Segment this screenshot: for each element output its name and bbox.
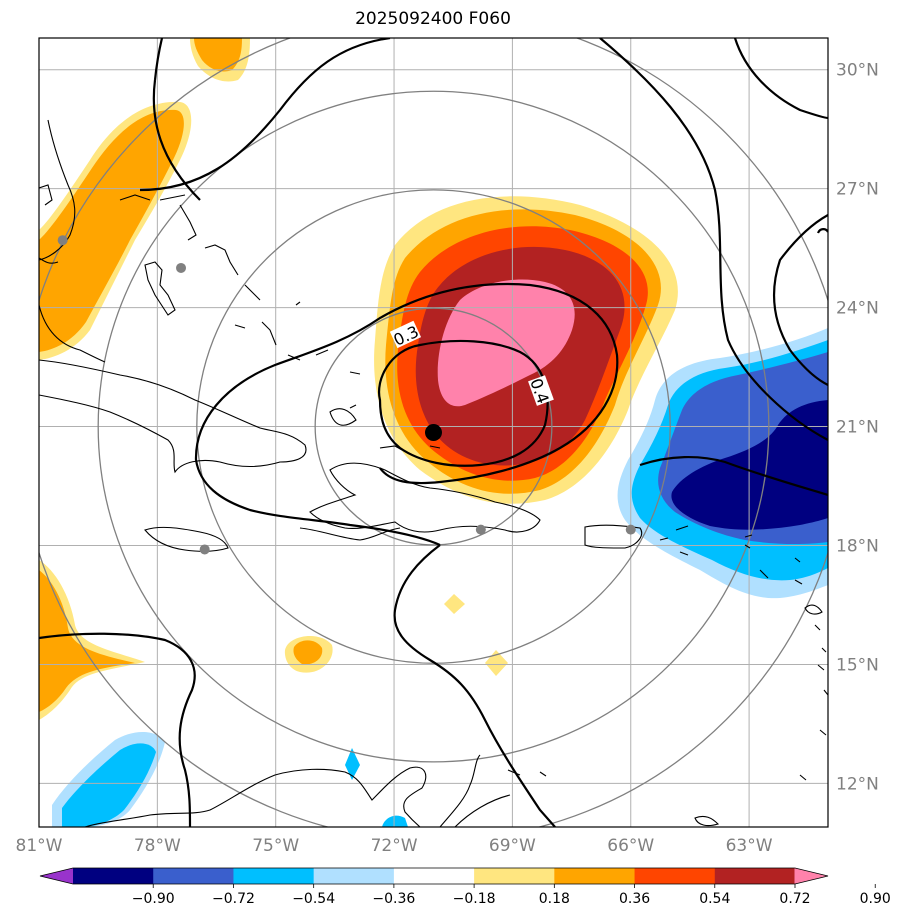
- contour-ne-1: [599, 38, 828, 441]
- lon-tick-label: 66°W: [607, 836, 654, 856]
- sw-shade-036: [62, 743, 156, 827]
- contour-north-3: [153, 38, 164, 81]
- colorbar-segment: [153, 868, 234, 884]
- contour-north-2: [152, 79, 201, 201]
- contour-0.3: [194, 282, 619, 485]
- colorbar-extend-high: [794, 868, 828, 884]
- colorbar-tick-label: 0.18: [539, 891, 570, 907]
- contour-east: [639, 456, 828, 497]
- colorbar-segment: [714, 868, 796, 884]
- colorbar-tick-label: −0.90: [132, 891, 175, 907]
- station-point: [199, 544, 210, 555]
- storm-center-marker: [425, 424, 442, 441]
- florida-coast: [39, 119, 106, 363]
- bahamas-1: [119, 194, 197, 241]
- colorbar-segment: [474, 868, 555, 884]
- lat-tick-label: 12°N: [836, 774, 879, 794]
- nw-shade-054: [39, 109, 184, 353]
- map-title: 2025092400 F060: [355, 9, 511, 29]
- lon-tick-label: 63°W: [726, 836, 773, 856]
- map-frame: [38, 37, 829, 828]
- contour-inner: [194, 459, 441, 547]
- colorbar-segment: [393, 868, 475, 884]
- contour-ne-3: [772, 214, 828, 386]
- contour-ne-4: [816, 228, 828, 234]
- hispaniola-coast: [309, 462, 541, 533]
- contour-label-bg: [389, 320, 422, 349]
- station-point: [57, 235, 68, 246]
- contour-south: [393, 544, 556, 827]
- contour-lines: [39, 38, 828, 827]
- contour-0.4: [377, 339, 549, 467]
- colorbar-segment: [233, 868, 315, 884]
- small-blue-1: [345, 748, 360, 780]
- lat-tick-label: 27°N: [836, 180, 879, 200]
- lat-tick-label: 21°N: [836, 418, 879, 438]
- station-point: [475, 524, 486, 535]
- west-shade-054: [39, 570, 135, 712]
- station-point: [176, 262, 187, 273]
- lon-tick-label: 78°W: [134, 836, 181, 856]
- bahamas-2: [144, 261, 176, 316]
- negative-shade-072: [671, 400, 828, 530]
- south-america-2: [454, 794, 511, 827]
- puerto-rico-coast: [584, 524, 643, 549]
- lon-tick-labels: 81°W 78°W 75°W 72°W 69°W 66°W 63°W: [16, 836, 773, 856]
- east-islands: [659, 525, 828, 781]
- bahamas-3: [204, 244, 277, 346]
- lon-tick-label: 75°W: [252, 836, 299, 856]
- small-patch-2: [444, 594, 465, 614]
- colorbar-tick-label: 0.54: [699, 891, 730, 907]
- north-patch-054: [194, 38, 242, 72]
- colorbar: −0.90 −0.72 −0.54 −0.36 −0.18 0.18 0.36 0.54 0.7…: [39, 867, 891, 907]
- colorbar-tick-label: −0.72: [212, 891, 255, 907]
- contour-ne-2: [733, 38, 828, 120]
- station-points: [57, 235, 636, 555]
- positive-shade-max: [437, 279, 575, 407]
- contour-label-bg: [528, 375, 554, 406]
- colorbar-tick-label: −0.18: [453, 891, 496, 907]
- bahamas-4: [287, 301, 361, 426]
- lat-tick-labels: 12°N 15°N 18°N 21°N 24°N 27°N 30°N: [836, 61, 879, 795]
- colorbar-tick-label: 0.72: [779, 891, 810, 907]
- lon-tick-label: 81°W: [16, 836, 63, 856]
- station-point: [625, 524, 636, 535]
- south-america-coast: [84, 754, 720, 827]
- colorbar-tick-label: −0.36: [372, 891, 415, 907]
- colorbar-tick-label: −0.54: [292, 891, 335, 907]
- colorbar-segment: [313, 868, 395, 884]
- range-ring: [314, 307, 553, 546]
- lat-tick-label: 15°N: [836, 655, 879, 675]
- cuba-coast: [39, 359, 307, 474]
- colorbar-segment: [73, 868, 154, 884]
- colorbar-extend-low: [40, 868, 74, 884]
- lat-tick-label: 18°N: [836, 536, 879, 556]
- coastlines: [39, 119, 828, 827]
- small-patch-1-core: [293, 640, 323, 665]
- lat-tick-label: 24°N: [836, 299, 879, 319]
- colorbar-tick-label: 0.36: [619, 891, 650, 907]
- jamaica-coast: [144, 526, 229, 552]
- small-patch-3: [485, 650, 508, 676]
- contour-west: [39, 632, 196, 827]
- colorbar-outline: [39, 867, 829, 885]
- lat-tick-label: 30°N: [836, 61, 879, 81]
- colorbar-segment: [554, 868, 636, 884]
- contour-north-1: [139, 38, 391, 192]
- lon-tick-label: 72°W: [371, 836, 418, 856]
- range-ring: [97, 90, 770, 763]
- colorbar-segment: [634, 868, 716, 884]
- colorbar-tick-label: 0.90: [860, 891, 891, 907]
- small-blue-2: [382, 815, 408, 827]
- lon-tick-label: 69°W: [489, 836, 536, 856]
